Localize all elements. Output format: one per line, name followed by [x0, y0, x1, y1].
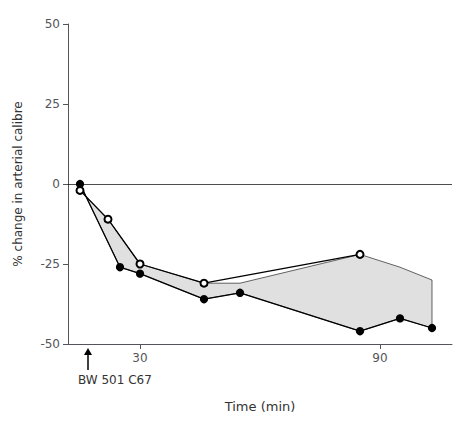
svg-text:30: 30	[132, 351, 147, 365]
svg-text:Time (min): Time (min)	[224, 399, 296, 414]
svg-text:-25: -25	[40, 257, 60, 271]
svg-text:0: 0	[52, 177, 60, 191]
svg-text:50: 50	[45, 17, 60, 31]
svg-text:25: 25	[45, 97, 60, 111]
svg-text:BW 501 C67: BW 501 C67	[78, 373, 152, 387]
svg-text:% change in arterial calibre: % change in arterial calibre	[11, 101, 25, 266]
svg-text:-50: -50	[40, 337, 60, 351]
svg-text:90: 90	[372, 351, 387, 365]
